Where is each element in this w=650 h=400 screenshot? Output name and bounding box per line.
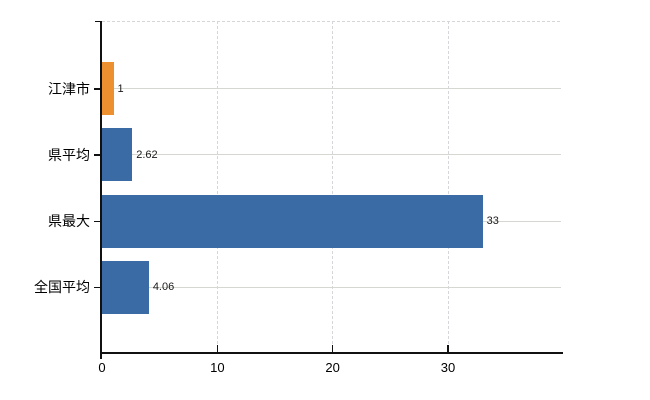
category-tick [94,286,102,289]
x-tick-label: 0 [98,360,106,375]
bar-江津市 [102,62,114,115]
category-label: 全国平均 [34,279,90,296]
gridline-vertical [332,21,334,353]
gridline-vertical [216,21,218,353]
category-tick [94,220,102,223]
category-label: 江津市 [48,80,90,97]
plot-top-border [102,21,561,22]
category-label: 県最大 [48,213,90,230]
gridline-horizontal [102,154,561,156]
x-tick [447,345,449,353]
category-tick [94,154,102,156]
x-tick [100,353,102,359]
bar-value-label: 4.06 [152,281,175,294]
bar-value-label: 1 [117,82,124,95]
x-tick-label: 30 [440,360,456,375]
x-axis [100,352,563,354]
y-axis-top-tick [95,20,102,22]
x-tick [216,345,219,353]
category-label: 県平均 [48,146,90,163]
bar-県最大 [102,194,483,248]
bar-value-label: 2.62 [136,148,158,161]
bar-県平均 [102,128,133,182]
y-axis [100,21,102,353]
bar-value-label: 33 [486,215,499,228]
x-tick-label: 20 [325,360,340,375]
x-tick-label: 10 [210,360,225,375]
x-tick [331,345,334,353]
bar-全国平均 [102,260,149,314]
gridline-horizontal [102,286,561,288]
gridline-vertical [447,21,449,353]
gridline-horizontal [102,88,561,89]
category-tick [94,88,102,90]
